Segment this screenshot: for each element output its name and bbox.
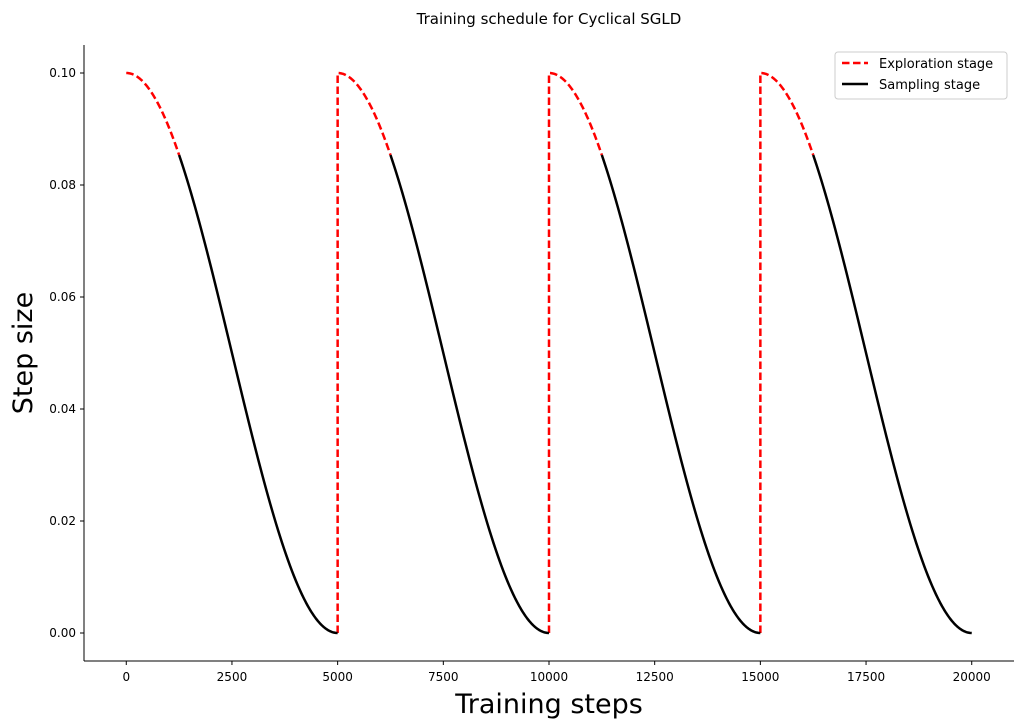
y-tick-label: 0.10 [49,66,76,80]
series-exploration-segment-3 [547,71,604,633]
series-sampling-segment-2 [389,154,550,635]
x-tick-label: 20000 [953,670,991,684]
series-sampling-segment-4 [812,154,972,635]
x-tick-label: 0 [122,670,130,684]
y-tick-label: 0.08 [49,178,76,192]
legend: Exploration stage Sampling stage [834,51,1008,100]
series-exploration-segment-1 [125,71,181,156]
legend-frame [834,51,1008,100]
x-axis-label: Training steps [454,689,643,720]
x-tick-label: 17500 [847,670,885,684]
y-tick-label: 0.02 [49,514,76,528]
x-axis-ticks: 0 2500 5000 7500 10000 12500 15000 17500 20000 [122,661,991,684]
x-tick-label: 15000 [741,670,779,684]
series-sampling-segment-1 [177,154,338,635]
y-tick-label: 0.04 [49,402,76,416]
series-exploration-segment-4 [759,71,815,633]
series-exploration-segment-2 [336,71,392,633]
x-tick-label: 7500 [428,670,459,684]
y-tick-label: 0.00 [49,626,76,640]
x-tick-label: 2500 [217,670,248,684]
chart-title: Training schedule for Cyclical SGLD [416,10,682,28]
plot-area [125,71,972,635]
legend-label-exploration: Exploration stage [879,57,993,72]
y-axis-label: Step size [8,292,39,414]
x-tick-label: 10000 [530,670,568,684]
legend-label-sampling: Sampling stage [879,78,980,93]
x-tick-label: 5000 [322,670,353,684]
x-tick-label: 12500 [636,670,674,684]
y-axis-ticks: 0.00 0.02 0.04 0.06 0.08 0.10 [49,66,84,640]
series-sampling-segment-3 [600,154,761,635]
y-tick-label: 0.06 [49,290,76,304]
